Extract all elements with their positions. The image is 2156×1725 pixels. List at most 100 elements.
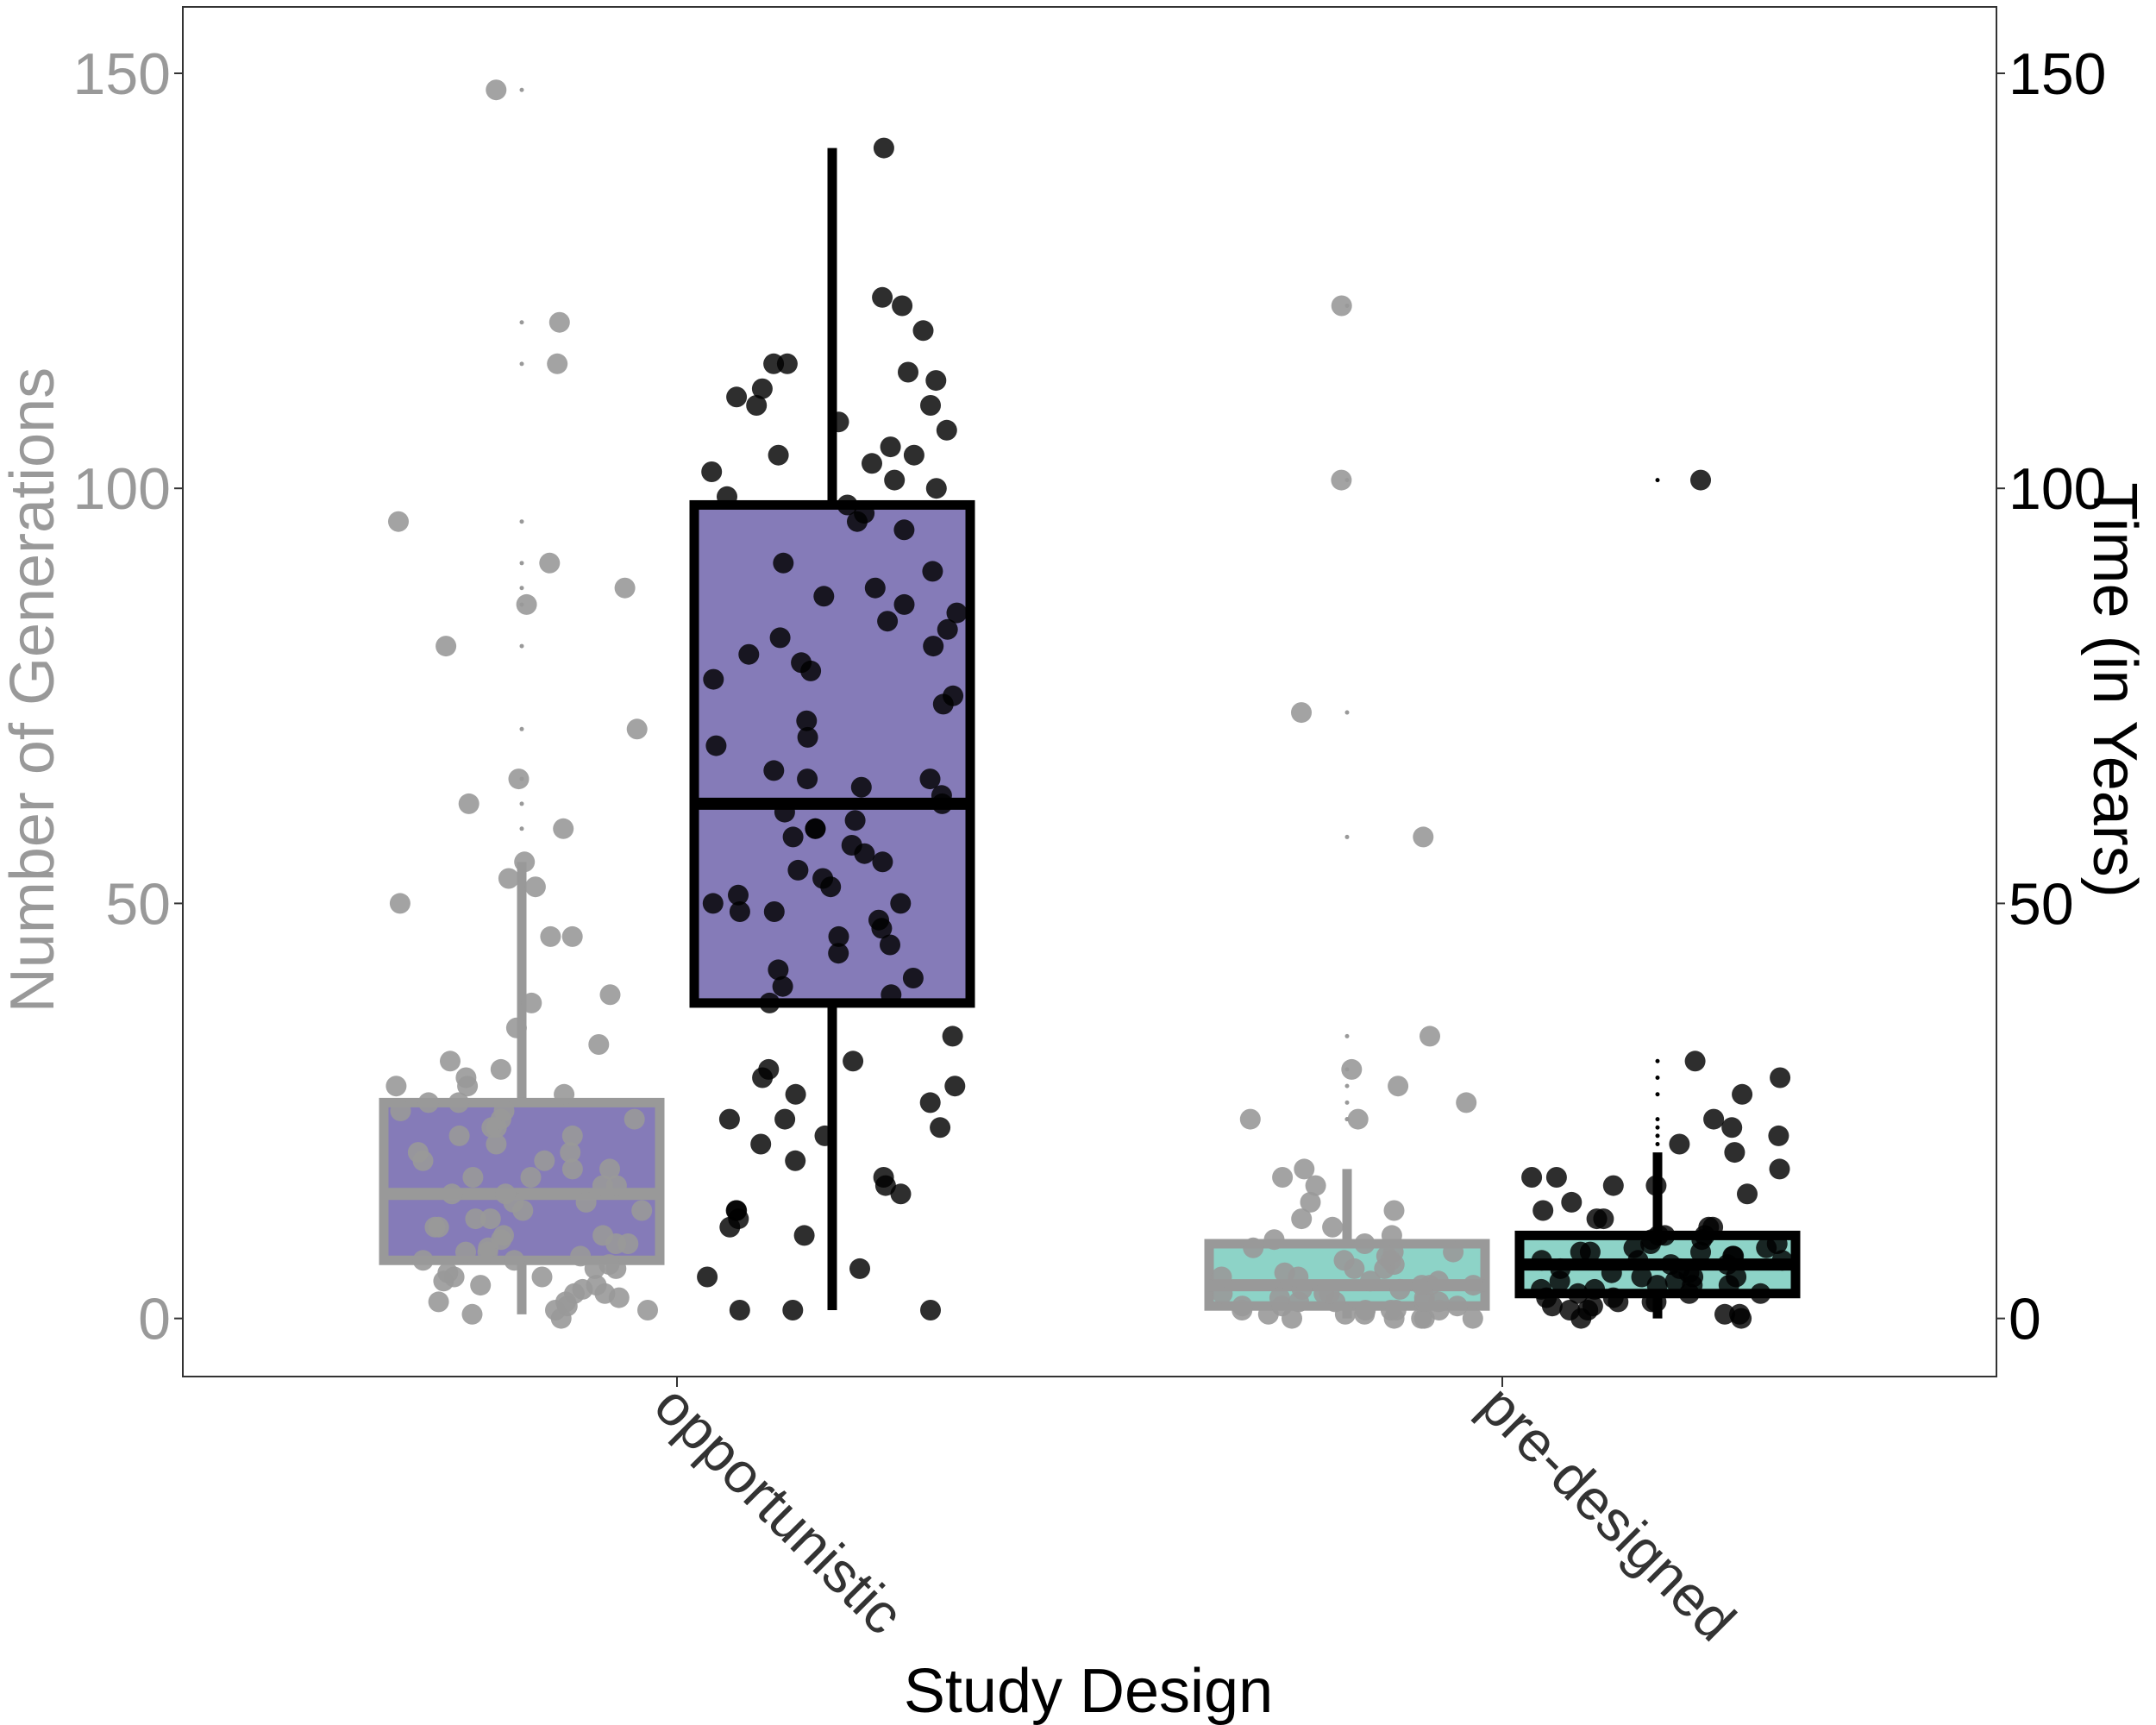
outlier-marker xyxy=(1344,710,1350,715)
data-point xyxy=(1770,1067,1791,1088)
data-point xyxy=(455,1241,476,1263)
data-point xyxy=(599,984,621,1006)
outlier-marker xyxy=(1655,1092,1660,1097)
outlier-marker xyxy=(519,726,524,731)
data-point xyxy=(750,1133,772,1155)
left-tick-label: 100 xyxy=(73,456,171,522)
data-point xyxy=(455,1067,477,1088)
data-point xyxy=(1729,1303,1751,1325)
data-point xyxy=(942,1026,963,1047)
data-point xyxy=(774,801,795,823)
data-point xyxy=(1411,1308,1432,1329)
data-point xyxy=(586,1275,607,1296)
data-point xyxy=(1333,1250,1355,1271)
data-point xyxy=(1631,1266,1652,1288)
data-point xyxy=(726,386,748,408)
box-group-opportunistic-generations xyxy=(379,79,665,1329)
data-point xyxy=(1545,1167,1567,1188)
data-point xyxy=(554,1083,575,1105)
left-tick-label: 150 xyxy=(73,41,171,107)
data-point xyxy=(1420,1026,1440,1047)
data-point xyxy=(1669,1133,1690,1155)
data-point xyxy=(1272,1167,1294,1188)
box-group-opportunistic-time xyxy=(689,137,975,1320)
data-point xyxy=(946,602,968,624)
data-point xyxy=(626,718,648,740)
data-point xyxy=(486,1133,507,1155)
data-point xyxy=(1211,1266,1232,1288)
outlier-marker xyxy=(519,361,524,367)
data-point xyxy=(1239,1108,1261,1130)
data-point xyxy=(1446,1295,1468,1317)
data-point xyxy=(1382,1241,1404,1263)
data-point xyxy=(920,395,941,416)
data-point xyxy=(919,768,941,790)
data-point xyxy=(561,1158,583,1180)
data-point xyxy=(534,1150,555,1171)
data-point xyxy=(785,1150,806,1171)
data-point xyxy=(1291,702,1312,724)
data-point xyxy=(697,1266,718,1288)
data-point xyxy=(1232,1295,1253,1317)
data-point xyxy=(1305,1175,1326,1196)
data-point xyxy=(1388,1076,1409,1097)
outlier-marker xyxy=(1655,1076,1660,1081)
data-point xyxy=(548,311,570,333)
data-point xyxy=(1263,1229,1285,1251)
data-point xyxy=(1413,826,1434,848)
right-tick-label: 0 xyxy=(2009,1287,2041,1352)
data-point xyxy=(1294,1158,1315,1180)
data-point xyxy=(814,1125,836,1146)
x-tick-label-pre-designed: pre-designed xyxy=(1468,1373,1748,1653)
data-point xyxy=(759,992,780,1013)
data-point xyxy=(922,561,943,582)
data-point xyxy=(1714,1303,1735,1325)
data-point xyxy=(796,710,818,731)
data-point xyxy=(631,1200,653,1221)
data-point xyxy=(1212,1283,1233,1304)
data-point xyxy=(903,444,924,466)
data-point xyxy=(843,1051,864,1072)
data-point xyxy=(448,1125,470,1146)
data-point xyxy=(1582,1295,1603,1317)
data-point xyxy=(893,519,915,541)
data-point xyxy=(1601,1262,1622,1283)
data-point xyxy=(936,419,957,441)
data-point xyxy=(703,668,724,690)
outlier-marker xyxy=(1655,478,1660,483)
outlier-marker xyxy=(519,519,524,524)
data-point xyxy=(458,793,479,814)
data-point xyxy=(1570,1241,1591,1263)
data-point xyxy=(726,1200,748,1221)
right-tick-label: 100 xyxy=(2009,456,2106,522)
data-point xyxy=(738,643,760,665)
data-point xyxy=(1559,1300,1581,1320)
data-point xyxy=(912,320,934,342)
data-point xyxy=(862,453,882,474)
data-point xyxy=(844,810,866,831)
data-point xyxy=(930,1117,951,1138)
left-tick-label: 50 xyxy=(105,871,171,937)
data-point xyxy=(1531,1250,1552,1271)
data-point xyxy=(539,552,561,574)
data-point xyxy=(1383,1200,1405,1221)
data-point xyxy=(461,1303,483,1325)
data-point xyxy=(881,984,902,1006)
data-point xyxy=(841,835,862,856)
data-point xyxy=(873,1167,894,1188)
outlier-marker xyxy=(519,320,524,325)
x-axis-title: Study Design xyxy=(904,1657,1273,1725)
data-point xyxy=(1411,1275,1432,1296)
data-point xyxy=(850,776,872,798)
data-point xyxy=(773,552,794,574)
data-point xyxy=(1347,1108,1369,1130)
data-point xyxy=(1341,1058,1363,1080)
data-point xyxy=(769,627,791,649)
left-tick-label: 0 xyxy=(138,1287,171,1352)
right-tick-label: 50 xyxy=(2009,871,2074,937)
data-point xyxy=(1723,1245,1745,1267)
data-point xyxy=(1521,1167,1543,1188)
data-point xyxy=(1331,469,1352,491)
data-point xyxy=(490,1058,511,1080)
data-point xyxy=(561,1125,583,1146)
